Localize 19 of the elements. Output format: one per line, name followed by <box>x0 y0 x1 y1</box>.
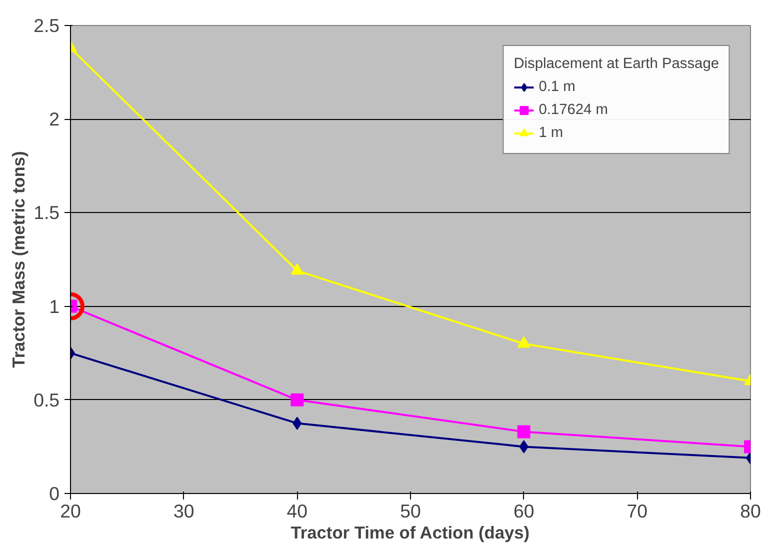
legend-label: 1 m <box>538 125 564 141</box>
x-tick-label: 40 <box>286 500 308 522</box>
x-tick-label: 70 <box>626 500 648 522</box>
x-tick-label: 60 <box>513 500 534 522</box>
y-tick-label: 2.5 <box>34 15 60 36</box>
x-tick-label: 50 <box>400 500 421 522</box>
x-tick-label: 80 <box>740 500 761 522</box>
y-axis-title: Tractor Mass (metric tons) <box>8 151 29 368</box>
x-tick-label: 30 <box>173 500 194 522</box>
x-axis-title: Tractor Time of Action (days) <box>290 522 530 542</box>
y-tick-label: 2 <box>49 108 60 130</box>
y-tick-label: 0 <box>49 483 60 504</box>
y-tick-label: 0.5 <box>34 389 60 410</box>
legend-label: 0.1 m <box>538 79 576 95</box>
y-tick-label: 1 <box>49 296 60 317</box>
legend-title: Displacement at Earth Passage <box>514 56 719 72</box>
y-tick-label: 1.5 <box>34 202 60 224</box>
legend-label: 0.17624 m <box>538 102 608 118</box>
x-tick-label: 20 <box>60 500 81 522</box>
